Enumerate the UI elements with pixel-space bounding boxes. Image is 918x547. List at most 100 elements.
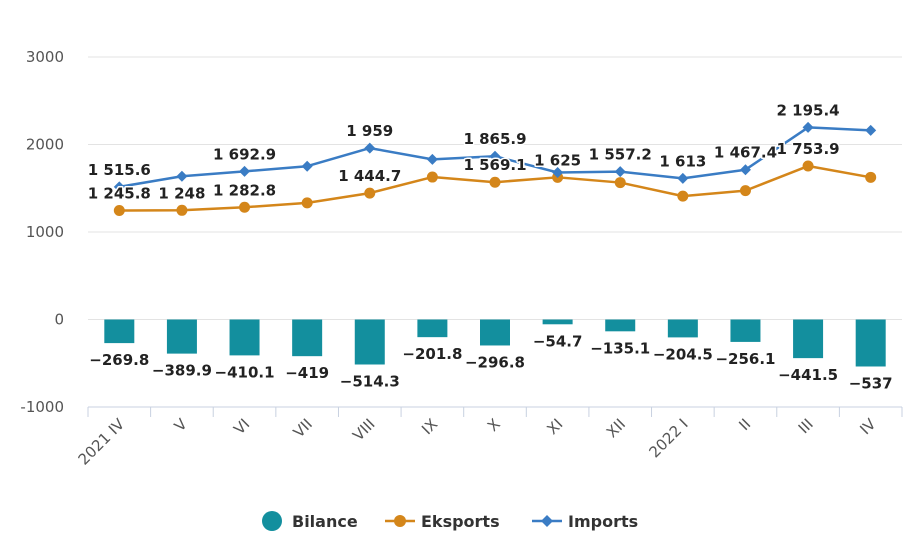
data-label-eksports: 1 569.1 xyxy=(463,156,526,174)
data-label-eksports: 1 245.8 xyxy=(88,184,151,202)
point-eksports xyxy=(489,176,501,188)
data-label-bilance: −537 xyxy=(849,374,893,392)
data-label-bilance: −514.3 xyxy=(340,373,400,391)
point-imports xyxy=(426,153,438,165)
y-tick-label: 1000 xyxy=(26,223,64,241)
x-tick-label: XI xyxy=(543,415,566,438)
bar-bilance xyxy=(793,319,824,359)
bar-bilance xyxy=(480,319,510,346)
x-tick-label: VIII xyxy=(349,415,378,444)
point-eksports xyxy=(677,190,689,202)
data-label-eksports: 1 444.7 xyxy=(338,167,401,185)
bar-bilance xyxy=(229,319,260,356)
grid-lines xyxy=(88,56,902,320)
data-label-imports: 1 467.4 xyxy=(714,144,777,162)
legend-label: Imports xyxy=(568,512,638,531)
bar-bilance xyxy=(855,319,886,367)
point-imports xyxy=(802,121,814,133)
bar-bilance xyxy=(166,319,197,354)
bar-bilance xyxy=(542,319,573,325)
data-label-bilance: −296.8 xyxy=(465,353,525,371)
point-imports xyxy=(489,150,501,162)
data-label-eksports: 1 282.8 xyxy=(213,181,276,199)
data-labels: −269.8−389.9 −410.1 −419 −514.3−201.8 −296.8… xyxy=(86,100,894,394)
bar-bilance xyxy=(292,319,323,357)
data-label-bilance: −410.1 xyxy=(215,363,275,381)
data-label-bilance: −441.5 xyxy=(778,366,838,384)
data-label-eksports: 1 248 xyxy=(158,184,205,202)
point-imports xyxy=(614,166,626,178)
legend-label: Bilance xyxy=(292,512,358,531)
point-eksports xyxy=(239,201,251,213)
x-tick-label: 2021 IV xyxy=(75,415,129,469)
x-axis-ticks: 2021 IV V VI VII VIII IX X XI XII 2022 I II III IV xyxy=(75,415,880,469)
x-tick-label: IX xyxy=(418,415,441,438)
legend: Bilance Eksports Imports xyxy=(262,511,638,531)
point-imports xyxy=(239,165,251,177)
x-tick-label: X xyxy=(484,415,504,435)
data-label-bilance: −269.8 xyxy=(89,351,149,369)
point-imports xyxy=(176,170,188,182)
point-eksports xyxy=(364,187,376,199)
point-eksports xyxy=(113,204,125,216)
point-imports xyxy=(552,167,564,178)
point-imports xyxy=(865,124,877,136)
bar-bilance xyxy=(354,319,385,365)
data-label-imports: 1 515.6 xyxy=(88,161,151,179)
legend-item-bilance: Bilance xyxy=(262,511,358,531)
x-tick-label: 2022 I xyxy=(645,415,691,461)
legend-marker-imports xyxy=(541,515,553,527)
point-eksports xyxy=(301,197,313,209)
data-label-bilance: −54.7 xyxy=(533,332,583,350)
legend-item-imports: Imports xyxy=(532,512,638,531)
bar-bilance xyxy=(605,319,636,332)
data-label-bilance: −256.1 xyxy=(715,350,775,368)
data-label-imports: 1 613 xyxy=(659,152,706,170)
x-tick-label: VI xyxy=(230,415,253,438)
point-eksports xyxy=(426,171,438,183)
point-imports xyxy=(113,181,125,193)
legend-marker-eksports xyxy=(394,515,406,527)
data-label-eksports: 1 753.9 xyxy=(777,140,840,158)
x-tick-label: III xyxy=(795,415,817,437)
data-label-bilance: −419 xyxy=(285,364,329,382)
data-label-bilance: −201.8 xyxy=(402,345,462,363)
x-tick-label: V xyxy=(171,415,192,436)
x-tick-label: II xyxy=(735,415,754,434)
data-label-bilance: −135.1 xyxy=(590,339,650,357)
y-axis-ticks: 3000 2000 1000 0 -1000 xyxy=(20,48,64,416)
point-imports xyxy=(364,142,376,154)
data-label-imports: 2 195.4 xyxy=(777,101,840,119)
bar-bilance xyxy=(104,319,135,344)
data-label-bilance: −389.9 xyxy=(152,362,212,380)
data-label-imports: 1 692.9 xyxy=(213,145,276,163)
data-label-imports: 1 557.2 xyxy=(589,146,652,164)
data-label-eksports: 1 625 xyxy=(534,151,581,169)
point-eksports xyxy=(865,171,877,183)
point-eksports xyxy=(739,185,751,197)
x-tick-label: XII xyxy=(603,415,629,441)
series-lines xyxy=(113,121,877,216)
data-label-imports: 1 865.9 xyxy=(463,130,526,148)
y-tick-label: 0 xyxy=(54,311,64,329)
point-eksports xyxy=(176,204,188,216)
x-tick-label: IV xyxy=(856,415,880,439)
y-tick-label: 3000 xyxy=(26,48,64,66)
data-label-bilance: −204.5 xyxy=(653,345,713,363)
legend-marker-bilance xyxy=(262,511,282,531)
bar-bilance xyxy=(730,319,761,342)
legend-label: Eksports xyxy=(421,512,500,531)
y-tick-label: -1000 xyxy=(20,398,64,416)
y-tick-label: 2000 xyxy=(26,136,64,154)
legend-item-eksports: Eksports xyxy=(385,512,500,531)
point-imports xyxy=(739,164,751,176)
point-eksports xyxy=(802,160,814,172)
bar-bilance xyxy=(417,319,448,338)
point-imports xyxy=(677,172,689,184)
bar-bilance xyxy=(667,319,698,338)
point-imports xyxy=(301,160,313,172)
bilance-bars xyxy=(104,319,886,367)
x-axis xyxy=(87,406,903,417)
data-label-imports: 1 959 xyxy=(346,122,393,140)
